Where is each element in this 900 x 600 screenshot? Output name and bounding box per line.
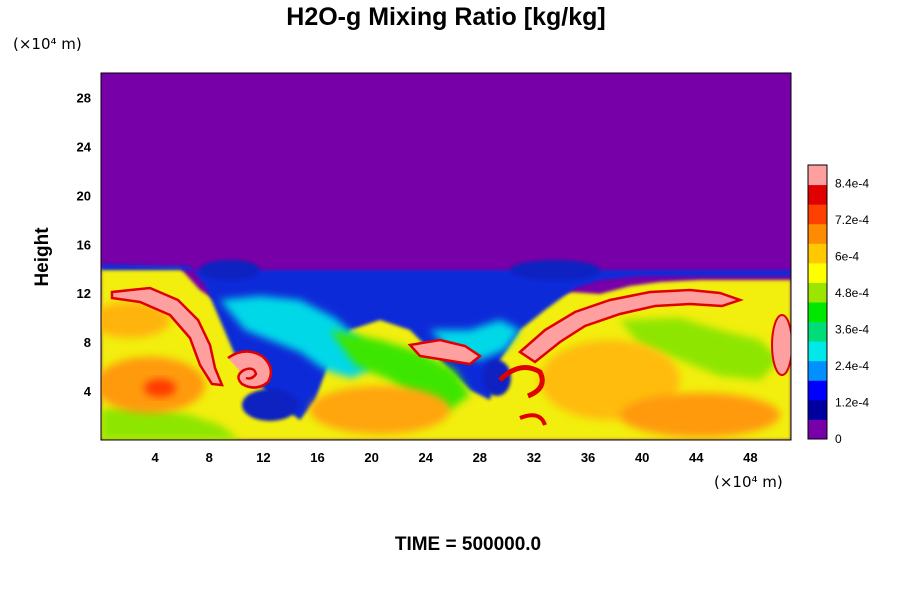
- blue-pocket-2: [483, 360, 511, 396]
- colorbar-segment: [808, 223, 827, 244]
- colorbar-tick-label: 7.2e-4: [835, 213, 869, 227]
- x-tick-label: 20: [364, 450, 378, 465]
- chart-title: H2O-g Mixing Ratio [kg/kg]: [286, 3, 605, 31]
- x-tick-label: 48: [743, 450, 757, 465]
- x-axis-unit: (×10⁴ m): [714, 473, 783, 491]
- colorbar-segment: [808, 204, 827, 225]
- green-region-left: [101, 405, 240, 440]
- x-tick-label: 24: [418, 450, 433, 465]
- orange-patch-2: [310, 386, 450, 434]
- x-tick-label: 12: [256, 450, 270, 465]
- colorbar-tick-label: 6e-4: [835, 249, 859, 263]
- plot-area: [101, 73, 791, 440]
- colorbar: 0 1.2e-4 2.4e-4 3.6e-4 4.8e-4 6e-4 7.2e-4 8.4e-…: [807, 164, 869, 446]
- colorbar-segment: [808, 243, 827, 264]
- colorbar-tick-label: 4.8e-4: [835, 286, 869, 300]
- y-tick-label: 28: [77, 90, 91, 105]
- y-axis: 4 8 12 16 20 24 28: [77, 90, 92, 399]
- blue-pocket-4: [510, 260, 600, 280]
- y-axis-label: Height: [32, 227, 53, 287]
- pink-ridge-left: [110, 286, 224, 387]
- green-region-right: [620, 318, 780, 380]
- colorbar-segment: [808, 321, 827, 342]
- y-tick-label: 8: [84, 335, 91, 350]
- y-tick-label: 24: [77, 139, 92, 154]
- colorbar-tick-label: 3.6e-4: [835, 322, 869, 336]
- y-axis-unit: (×10⁴ m): [13, 35, 82, 53]
- colorbar-segment: [808, 399, 827, 420]
- colorbar-segment: [808, 282, 827, 303]
- time-label: TIME = 500000.0: [395, 534, 541, 555]
- colorbar-segment: [808, 419, 827, 440]
- red-curl: [498, 365, 545, 399]
- pink-ridge-right: [517, 288, 744, 364]
- colorbar-segment: [808, 360, 827, 381]
- x-tick-label: 44: [689, 450, 704, 465]
- green-region: [330, 330, 470, 410]
- colorbar-tick-label: 8.4e-4: [835, 176, 869, 190]
- colorbar-segment: [808, 262, 827, 283]
- pink-ridge-mid: [407, 338, 483, 366]
- x-tick-label: 4: [152, 450, 160, 465]
- x-tick-label: 16: [310, 450, 324, 465]
- plot-frame: [100, 72, 792, 441]
- colorbar-segment: [808, 184, 827, 205]
- red-edge-right: [771, 314, 791, 376]
- colorbar-frame: [807, 164, 828, 440]
- colorbar-segment: [808, 302, 827, 323]
- x-tick-label: 28: [473, 450, 487, 465]
- cyan-band: [220, 296, 372, 378]
- y-tick-label: 20: [77, 188, 91, 203]
- colorbar-tick-label: 0: [835, 432, 842, 446]
- x-tick-label: 40: [635, 450, 649, 465]
- colorbar-segment: [808, 165, 827, 186]
- orange-patch-5: [101, 302, 170, 338]
- y-tick-label: 16: [77, 237, 91, 252]
- red-curl-2: [519, 413, 547, 426]
- x-tick-label: 32: [527, 450, 541, 465]
- y-tick-label: 4: [84, 384, 92, 399]
- x-axis: 4 8 12 16 20 24 28 32 36 40 44 48: [152, 450, 758, 465]
- x-tick-label: 36: [581, 450, 595, 465]
- pink-swirl: [227, 350, 273, 389]
- colorbar-segment: [808, 341, 827, 362]
- y-tick-label: 12: [77, 286, 91, 301]
- orange-patch-4: [620, 393, 780, 437]
- colorbar-segment: [808, 380, 827, 401]
- blue-pocket-3: [200, 260, 260, 280]
- colorbar-tick-label: 1.2e-4: [835, 395, 869, 409]
- colorbar-tick-label: 2.4e-4: [835, 359, 869, 373]
- x-tick-label: 8: [206, 450, 213, 465]
- blue-pocket: [242, 389, 298, 421]
- red-core: [144, 379, 176, 397]
